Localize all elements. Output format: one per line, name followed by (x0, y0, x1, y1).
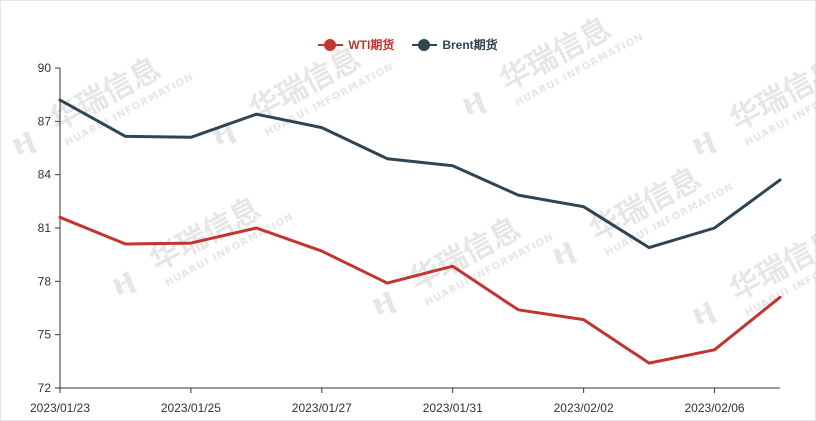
data-point-wti[interactable] (119, 238, 131, 250)
huarui-logo-icon: ዛ (683, 288, 724, 339)
legend-swatch-brent (412, 38, 438, 52)
data-point-brent[interactable] (447, 160, 459, 172)
data-point-wti[interactable] (643, 357, 655, 369)
data-point-brent[interactable] (578, 201, 590, 213)
y-tick-label: 81 (38, 221, 52, 235)
legend-label-wti: WTI期货 (348, 38, 395, 52)
y-tick-label: 72 (38, 381, 52, 395)
huarui-logo-icon: ዛ (203, 108, 244, 159)
x-tick-label: 2023/01/25 (161, 401, 221, 415)
legend-dot-wti (324, 38, 337, 51)
data-point-brent[interactable] (381, 153, 393, 165)
x-tick-label: 2023/02/06 (685, 401, 745, 415)
data-point-brent[interactable] (774, 174, 786, 186)
data-point-brent[interactable] (185, 131, 197, 143)
series-layer (54, 94, 786, 369)
data-point-brent[interactable] (119, 130, 131, 142)
legend: WTI期货 Brent期货 (0, 36, 816, 53)
data-point-brent[interactable] (512, 189, 524, 201)
x-tick-label: 2023/01/27 (292, 401, 352, 415)
x-tick-label: 2023/01/31 (423, 401, 483, 415)
legend-item-brent[interactable]: Brent期货 (412, 36, 498, 53)
y-tick-label: 87 (38, 114, 52, 128)
legend-swatch-wti (318, 38, 344, 52)
series-line-wti[interactable] (58, 215, 782, 365)
y-tick-label: 84 (38, 168, 52, 182)
data-point-wti[interactable] (381, 277, 393, 289)
data-point-brent[interactable] (250, 108, 262, 120)
axes: 72 75 78 81 84 87 90 2023/01/23 2023/01/25 2023/0… (30, 61, 780, 415)
legend-label-brent: Brent期货 (442, 38, 498, 52)
legend-item-wti[interactable]: WTI期货 (318, 36, 394, 53)
huarui-logo-icon: ዛ (543, 228, 584, 279)
data-point-wti[interactable] (578, 314, 590, 326)
huarui-logo-icon: ዛ (103, 258, 144, 309)
legend-dot-brent (418, 38, 431, 51)
data-point-wti[interactable] (709, 344, 721, 356)
y-tick-label: 75 (38, 328, 52, 342)
y-tick-label: 78 (38, 274, 52, 288)
data-point-brent[interactable] (643, 242, 655, 254)
data-point-wti[interactable] (185, 237, 197, 249)
data-point-brent[interactable] (709, 222, 721, 234)
x-tick-label: 2023/01/23 (30, 401, 90, 415)
data-point-wti[interactable] (512, 304, 524, 316)
data-point-wti[interactable] (447, 260, 459, 272)
data-point-brent[interactable] (54, 94, 66, 106)
huarui-logo-icon: ዛ (453, 78, 494, 129)
data-point-wti[interactable] (250, 222, 262, 234)
data-point-wti[interactable] (774, 291, 786, 303)
data-point-wti[interactable] (316, 245, 328, 257)
y-tick-label: 90 (38, 61, 52, 75)
series-line-brent[interactable] (58, 98, 782, 250)
data-point-brent[interactable] (316, 122, 328, 134)
data-point-wti[interactable] (54, 211, 66, 223)
x-tick-label: 2023/02/02 (554, 401, 614, 415)
